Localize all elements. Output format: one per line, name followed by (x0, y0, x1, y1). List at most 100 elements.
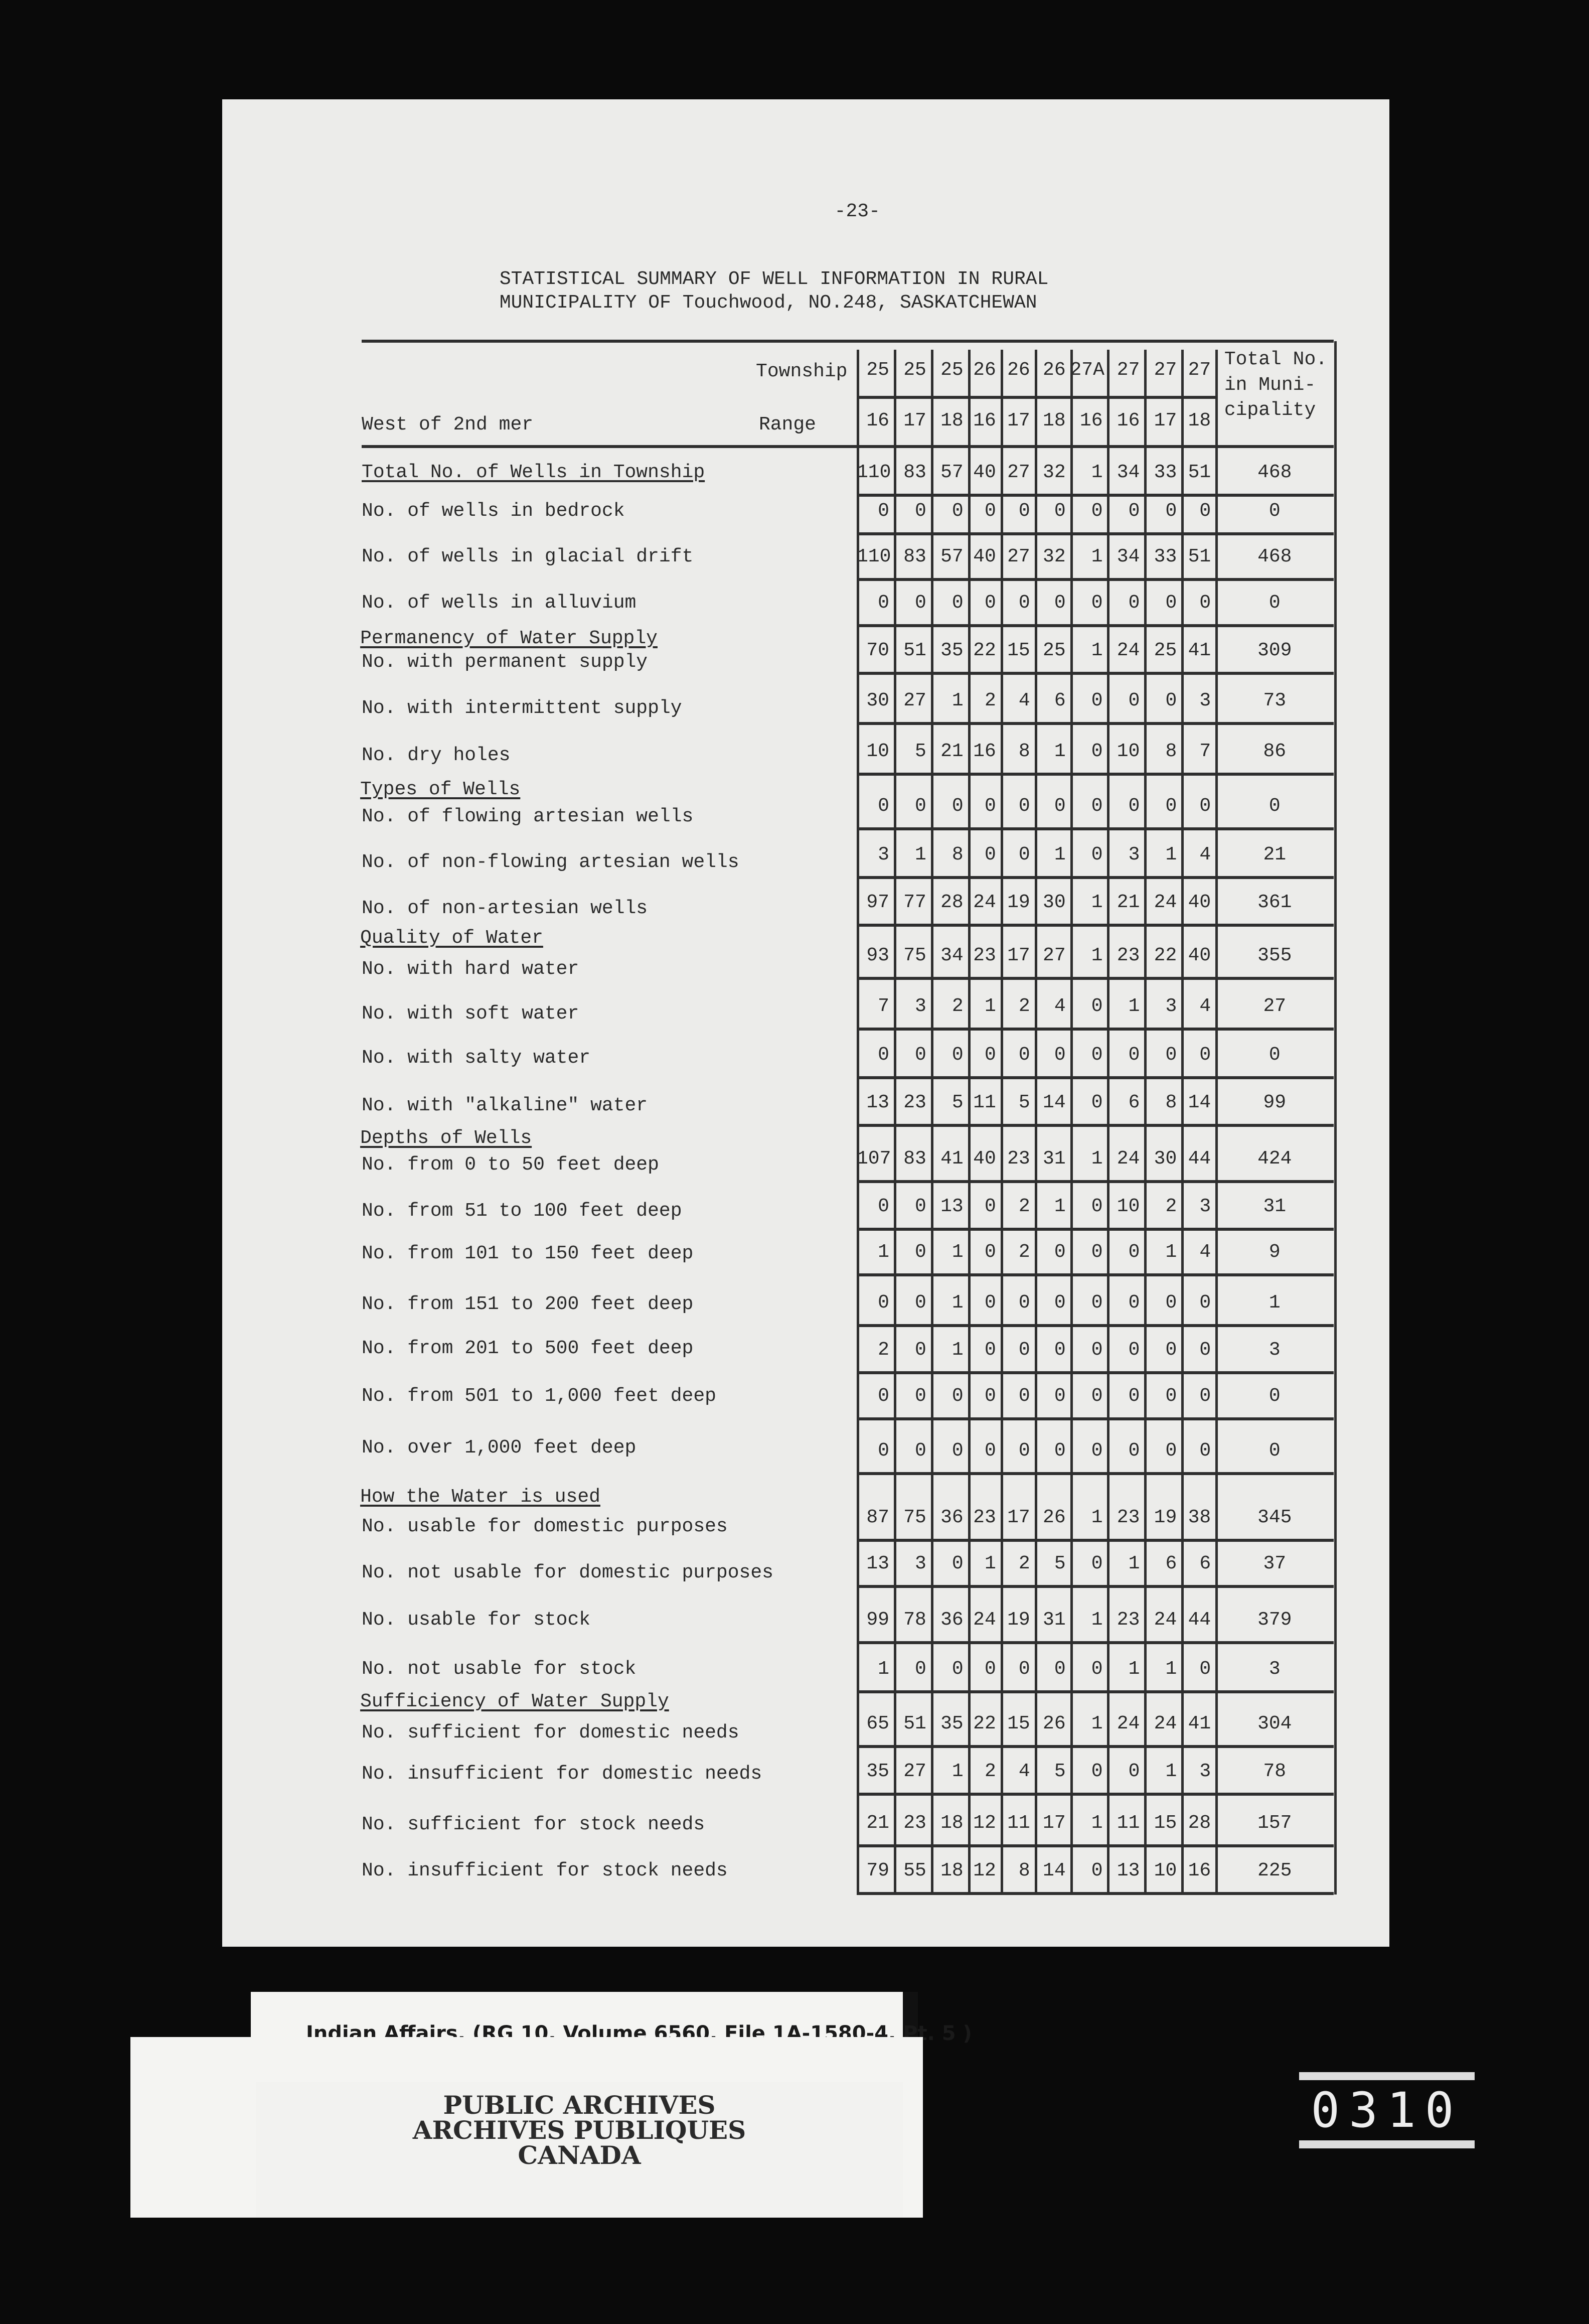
range-number: 18 (1188, 409, 1211, 431)
table-cell: 32 (1043, 546, 1066, 568)
table-cell: 1 (1165, 1241, 1177, 1263)
table-cell: 24 (973, 891, 996, 913)
table-cell: 36 (940, 1609, 964, 1631)
table-cell: 34 (940, 945, 964, 967)
table-cell: 87 (866, 1507, 889, 1529)
table-cell: 1 (1091, 546, 1103, 568)
table-cell: 0 (984, 844, 996, 866)
table-cell: 0 (1054, 592, 1066, 614)
table-cell: 8 (1165, 1091, 1177, 1113)
township-number: 25 (940, 359, 964, 381)
table-cell: 57 (940, 461, 964, 483)
table-cell: 35 (940, 1712, 964, 1734)
table-cell: 0 (1165, 690, 1177, 712)
table-cell: 40 (1188, 891, 1211, 913)
table-cell: 0 (1018, 1339, 1030, 1361)
table-cell: 34 (1117, 461, 1140, 483)
column-divider (1181, 350, 1184, 1895)
row-label: No. with permanent supply (362, 651, 648, 673)
table-cell: 36 (940, 1507, 964, 1529)
table-cell: 0 (1091, 1385, 1103, 1407)
table-cell: 0 (984, 1440, 996, 1462)
table-cell: 0 (1165, 500, 1177, 522)
table-cell: 19 (1154, 1507, 1177, 1529)
row-label: No. not usable for domestic purposes (362, 1561, 773, 1583)
township-number: 27A (1070, 359, 1104, 381)
table-cell: 10 (1154, 1859, 1177, 1881)
table-cell: 1 (878, 1241, 889, 1263)
table-cell: 4 (1199, 844, 1211, 866)
table-cell: 2 (984, 690, 996, 712)
table-cell: 78 (903, 1609, 926, 1631)
table-cell: 2 (1018, 1241, 1030, 1263)
table-cell: 97 (866, 891, 889, 913)
archive-line-2: ARCHIVES PUBLIQUES (412, 2115, 746, 2145)
total-cell: 379 (1257, 1609, 1292, 1631)
column-divider (1034, 350, 1037, 1895)
table-cell: 0 (1091, 1440, 1103, 1462)
row-divider (856, 1844, 1334, 1848)
township-label: Township (756, 361, 848, 383)
row-divider (856, 1417, 1334, 1420)
table-cell: 1 (1165, 844, 1177, 866)
table-cell: 3 (915, 1552, 926, 1574)
table-cell: 0 (1091, 690, 1103, 712)
table-cell: 24 (1154, 891, 1177, 913)
table-cell: 0 (1091, 1241, 1103, 1263)
row-divider (856, 1123, 1334, 1127)
table-cell: 2 (1165, 1195, 1177, 1217)
table-cell: 1 (878, 1658, 889, 1680)
row-divider (856, 923, 1334, 927)
range-number: 16 (866, 409, 889, 431)
table-cell: 31 (1043, 1148, 1066, 1170)
row-divider (856, 876, 1334, 880)
table-cell: 8 (951, 844, 964, 866)
table-cell: 0 (878, 1195, 889, 1217)
table-cell: 13 (866, 1091, 889, 1113)
table-cell: 22 (1154, 945, 1177, 967)
table-cell: 0 (1128, 1291, 1140, 1314)
table-cell: 0 (1018, 795, 1030, 817)
table-cell: 0 (1054, 1658, 1066, 1680)
table-cell: 10 (866, 740, 889, 762)
table-cell: 35 (866, 1760, 889, 1782)
table-cell: 1 (1165, 1760, 1177, 1782)
table-cell: 17 (1007, 945, 1030, 967)
column-divider (893, 350, 896, 1895)
row-divider (856, 1371, 1334, 1375)
table-cell: 3 (1199, 1760, 1211, 1782)
section-heading: How the Water is used (360, 1486, 600, 1508)
page-number: -23- (834, 200, 880, 222)
township-number: 26 (1043, 359, 1066, 381)
table-cell: 26 (1043, 1712, 1066, 1734)
total-cell: 3 (1268, 1339, 1281, 1361)
row-divider (856, 722, 1334, 725)
table-cell: 57 (940, 546, 964, 568)
row-label: No. usable for stock (362, 1609, 591, 1631)
row-divider (856, 671, 1334, 675)
row-divider (856, 1892, 1334, 1895)
table-cell: 0 (1091, 1291, 1103, 1314)
table-cell: 38 (1188, 1507, 1211, 1529)
archive-stamp: PUBLIC ARCHIVES ARCHIVES PUBLIQUES CANAD… (256, 2082, 903, 2218)
row-label: No. from 51 to 100 feet deep (362, 1200, 682, 1222)
table-cell: 0 (1199, 1440, 1211, 1462)
archive-line-3: CANADA (518, 2140, 641, 2170)
row-label: No. usable for domestic purposes (362, 1515, 728, 1537)
table-cell: 26 (1043, 1507, 1066, 1529)
table-cell: 0 (1128, 1339, 1140, 1361)
table-cell: 0 (915, 1241, 926, 1263)
row-label: No. from 501 to 1,000 feet deep (362, 1385, 716, 1407)
section-heading: Sufficiency of Water Supply (360, 1690, 669, 1712)
table-cell: 0 (1199, 500, 1211, 522)
table-cell: 11 (973, 1091, 996, 1113)
row-label: No. with hard water (362, 958, 579, 980)
table-cell: 1 (984, 1552, 996, 1574)
township-number: 26 (1007, 359, 1030, 381)
table-cell: 2 (1018, 1195, 1030, 1217)
total-cell: 27 (1263, 995, 1287, 1017)
table-cell: 0 (1128, 690, 1140, 712)
row-label: No. insufficient for domestic needs (362, 1763, 762, 1785)
table-cell: 11 (1007, 1812, 1030, 1834)
table-cell: 1 (1128, 1552, 1140, 1574)
